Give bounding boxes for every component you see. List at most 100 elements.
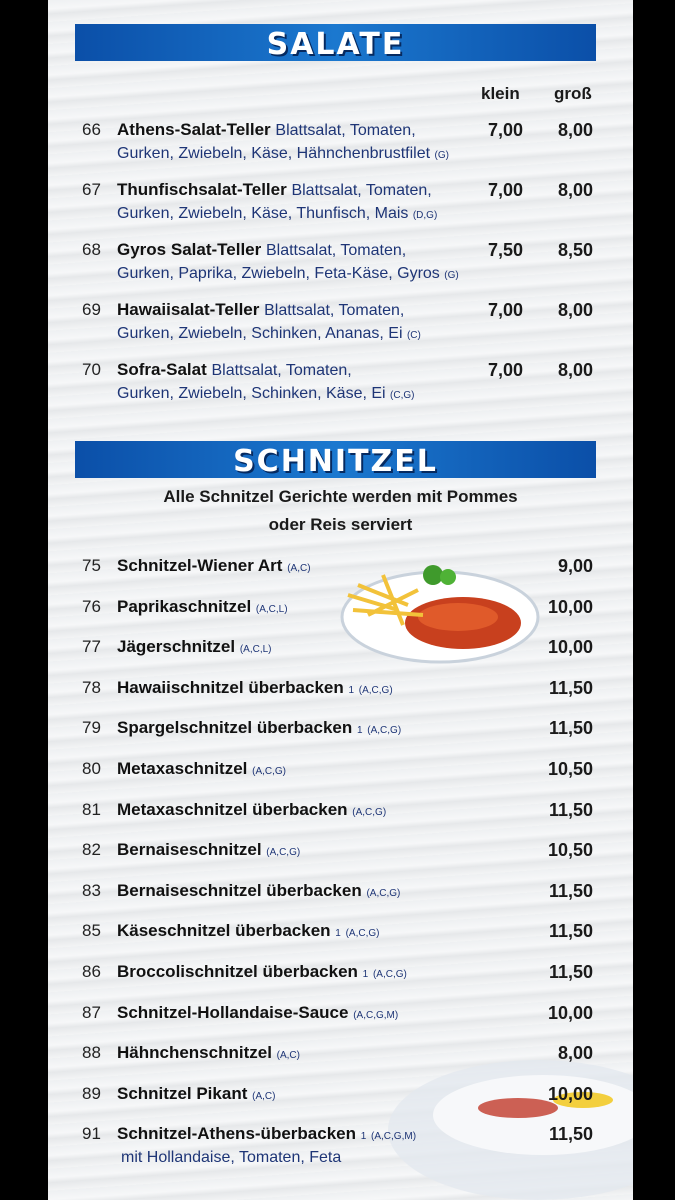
section-title: SCHNITZEL [233, 444, 438, 479]
section-title: SALATE [266, 27, 405, 62]
price: 11,50 [548, 921, 593, 942]
item-description: Gurken, Zwiebeln, Schinken, Käse, Ei (C,… [117, 385, 415, 402]
item-number: 82 [82, 840, 101, 860]
section-banner: SCHNITZEL [75, 441, 596, 479]
menu-page: SALATE klein groß 66 Athens-Salat-Teller Bla… [48, 0, 633, 1200]
item-description: Blattsalat, Tomaten, [211, 362, 352, 379]
price: 11,50 [548, 799, 593, 820]
price: 11,50 [548, 718, 593, 739]
item-allergens: (A,C,L) [239, 644, 272, 656]
price-large: 8,00 [557, 300, 593, 320]
item-allergens: (A,C,L) [255, 603, 288, 615]
item-number: 75 [82, 556, 101, 575]
item-line: Spargelschnitzel überbacken 1 (A,C,G) [117, 718, 401, 738]
item-line: Hawaiischnitzel überbacken 1 (A,C,G) [117, 678, 393, 698]
item-name: Hawaiisalat-Teller [117, 300, 260, 319]
item-line: Jägerschnitzel (A,C,L) [117, 637, 272, 657]
item-line: Sofra-Salat Blattsalat, Tomaten, [117, 360, 352, 380]
item-name: Athens-Salat-Teller [117, 120, 271, 139]
item-number: 76 [82, 596, 101, 616]
item-line: Gyros Salat-Teller Blattsalat, Tomaten, [117, 240, 406, 260]
price: 11,50 [548, 677, 593, 698]
item-number: 67 [82, 180, 101, 199]
price-small: 7,00 [487, 300, 523, 320]
food-image [340, 565, 540, 664]
item-name: Schnitzel-Hollandaise-Sauce [117, 1002, 349, 1022]
item-number: 89 [82, 1083, 101, 1103]
item-allergens: (A,C,G) [352, 806, 387, 818]
item-line: Broccolischnitzel überbacken 1 (A,C,G) [117, 962, 407, 982]
item-number: 87 [82, 1002, 101, 1022]
item-number: 81 [82, 799, 101, 819]
item-allergens: (A,C,G) [358, 684, 393, 696]
item-allergens: (G) [434, 150, 449, 161]
item-line: Metaxaschnitzel (A,C,G) [117, 759, 286, 779]
item-line: Schnitzel Pikant (A,C) [117, 1084, 275, 1104]
item-line: Schnitzel-Hollandaise-Sauce (A,C,G,M) [117, 1003, 398, 1023]
column-header: klein [481, 84, 520, 103]
item-name: Metaxaschnitzel [117, 759, 248, 778]
price-large: 8,00 [557, 360, 593, 380]
price-small: 7,00 [487, 180, 523, 200]
item-number: 83 [82, 880, 101, 900]
item-line: Hawaiisalat-Teller Blattsalat, Tomaten, [117, 300, 404, 320]
item-note: 1 [362, 969, 369, 980]
item-name: Jägerschnitzel [117, 637, 236, 657]
item-name: Bernaiseschnitzel überbacken [117, 880, 362, 900]
item-name: Schnitzel-Athens-überbacken [117, 1124, 356, 1144]
item-number: 70 [82, 360, 101, 379]
item-number: 85 [82, 921, 101, 941]
item-line: Bernaiseschnitzel überbacken (A,C,G) [117, 881, 400, 901]
price-large: 8,50 [557, 240, 593, 260]
item-description: Blattsalat, Tomaten, [265, 242, 407, 259]
item-allergens: (A,C,G,M) [371, 1131, 417, 1143]
item-allergens: (C,G) [390, 390, 415, 401]
price: 10,00 [547, 1002, 593, 1023]
item-line: Hähnchenschnitzel (A,C) [117, 1043, 300, 1063]
item-number: 86 [82, 962, 101, 981]
item-allergens: (G) [444, 270, 459, 281]
item-description: Gurken, Zwiebeln, Käse, Thunfisch, Mais … [117, 205, 438, 222]
price: 11,50 [548, 1124, 593, 1145]
price-large: 8,00 [557, 180, 593, 200]
price-small: 7,00 [487, 120, 523, 140]
price: 10,50 [547, 840, 593, 861]
item-allergens: (A,C,G) [266, 847, 301, 859]
item-allergens: (C) [406, 330, 421, 341]
item-note: 1 [360, 1131, 367, 1143]
item-number: 69 [82, 300, 101, 319]
item-number: 88 [82, 1043, 101, 1063]
item-description: Blattsalat, Tomaten, [275, 122, 416, 139]
item-description: mit Hollandaise, Tomaten, Feta [121, 1149, 342, 1167]
item-allergens: (A,C) [287, 563, 311, 574]
price: 10,50 [547, 759, 593, 779]
item-allergens: (D,G) [412, 210, 438, 221]
item-description: Gurken, Zwiebeln, Käse, Hähnchenbrustfil… [117, 145, 449, 162]
price: 10,00 [547, 1083, 593, 1104]
price-small: 7,50 [487, 240, 523, 260]
item-name: Metaxaschnitzel überbacken [117, 799, 348, 819]
item-number: 80 [82, 759, 101, 778]
item-line: Käseschnitzel überbacken 1 (A,C,G) [117, 921, 379, 941]
column-header: groß [554, 84, 592, 103]
section-banner: SALATE [75, 24, 596, 62]
section-subtitle: oder Reis serviert [268, 515, 413, 534]
item-allergens: (A,C,G) [372, 969, 407, 980]
item-name: Spargelschnitzel überbacken [117, 718, 353, 738]
item-note: 1 [348, 684, 355, 696]
price-small: 7,00 [487, 360, 523, 380]
item-name: Thunfischsalat-Teller [117, 180, 287, 199]
item-name: Hawaiischnitzel überbacken [117, 677, 344, 697]
item-note: 1 [356, 725, 363, 737]
item-name: Paprikaschnitzel [117, 596, 252, 616]
item-line: Schnitzel-Wiener Art (A,C) [117, 556, 311, 576]
item-description: Gurken, Zwiebeln, Schinken, Ananas, Ei (… [117, 325, 421, 342]
item-number: 79 [82, 718, 101, 738]
item-number: 91 [82, 1124, 101, 1144]
item-name: Schnitzel Pikant [117, 1083, 248, 1103]
item-line: Paprikaschnitzel (A,C,L) [117, 597, 288, 617]
item-name: Sofra-Salat [117, 360, 207, 379]
item-number: 68 [82, 240, 101, 259]
item-allergens: (A,C,G) [366, 887, 401, 899]
